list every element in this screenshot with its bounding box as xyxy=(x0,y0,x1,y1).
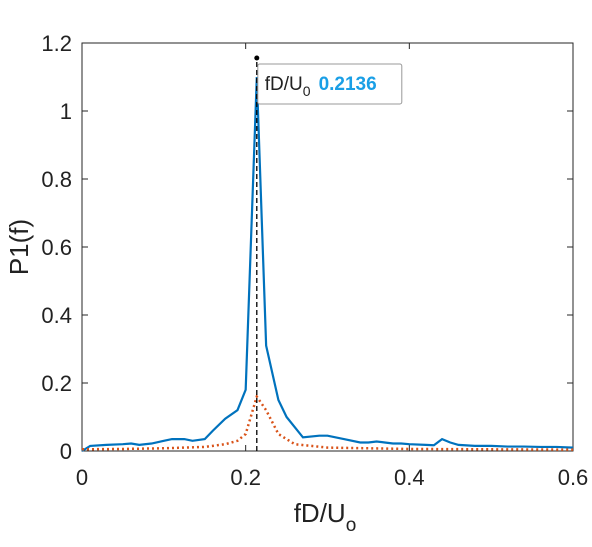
y-tick-label: 1.2 xyxy=(41,31,72,56)
y-tick-label: 0 xyxy=(60,439,72,464)
y-tick-label: 0.6 xyxy=(41,235,72,260)
x-tick-label: 0.6 xyxy=(558,465,589,490)
x-axis-label-main: fD/U xyxy=(294,498,346,528)
series-line xyxy=(81,76,574,452)
x-tick-label: 0.4 xyxy=(394,465,425,490)
y-tick-label: 0.8 xyxy=(41,167,72,192)
x-tick-label: 0.2 xyxy=(230,465,261,490)
datatip-text: fD/U0 0.2136 xyxy=(265,74,377,99)
datatip-label: fD/U xyxy=(265,74,303,95)
datatip-dot xyxy=(254,55,260,61)
datatip-value: 0.2136 xyxy=(319,74,377,95)
y-tick-label: 0.4 xyxy=(41,303,72,328)
x-tick-label: 0 xyxy=(76,465,88,490)
x-axis-label-sub: o xyxy=(346,515,357,536)
y-tick-label: 1 xyxy=(60,99,72,124)
datatip-label-sub: 0 xyxy=(303,83,311,99)
datatip-box xyxy=(257,63,403,105)
series-line xyxy=(81,393,574,451)
y-tick-label: 0.2 xyxy=(41,371,72,396)
x-axis-label: fD/Uo xyxy=(294,498,357,536)
plot-area xyxy=(81,42,574,452)
y-axis-label: P1(f) xyxy=(4,219,34,275)
